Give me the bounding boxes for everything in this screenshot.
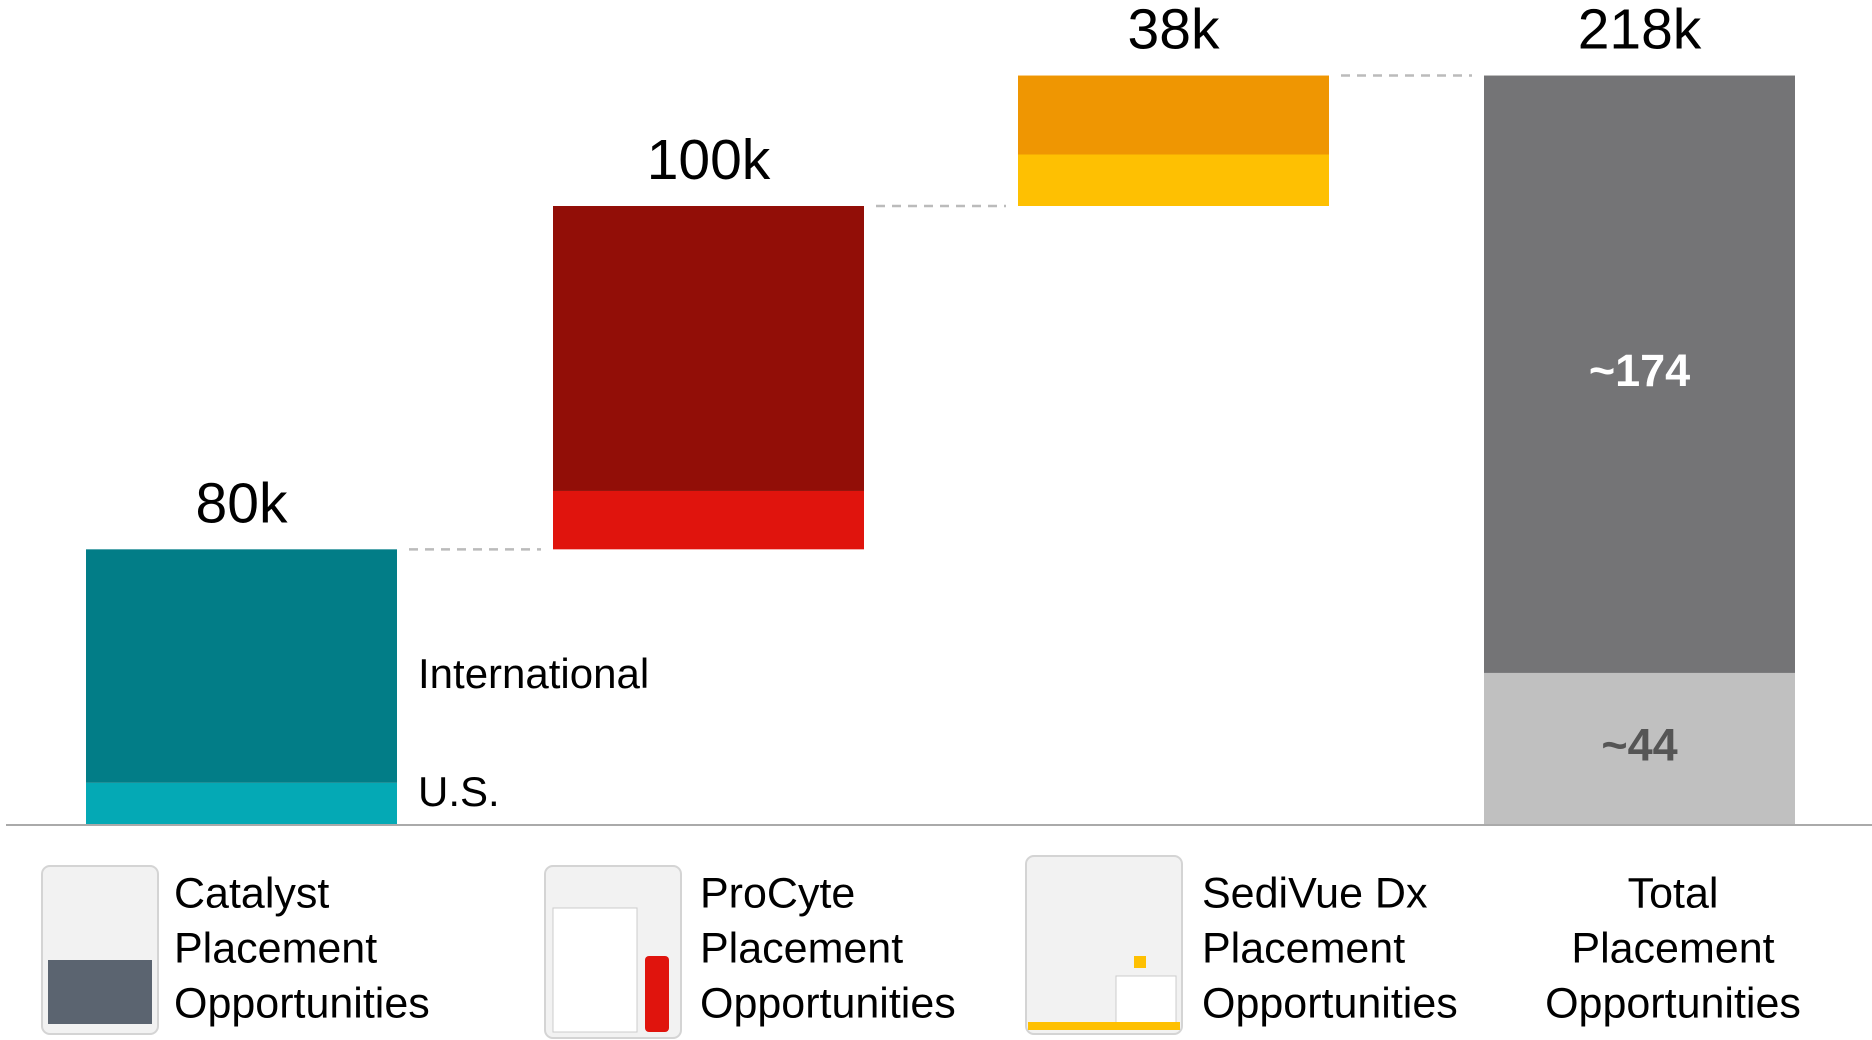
bar-segment [1484, 672, 1795, 824]
bar-segment [1484, 75, 1795, 673]
bar-segment [86, 549, 397, 783]
total-label: 80k [196, 471, 288, 535]
bar-segment [1018, 154, 1329, 206]
device-icon [552, 907, 638, 1033]
category-label: ProCyte [700, 869, 855, 917]
device-icon [1115, 975, 1177, 1027]
total-label: 218k [1578, 0, 1702, 62]
bar-segment [553, 490, 864, 550]
category-label: Opportunities [1545, 979, 1801, 1027]
device-icon [645, 956, 669, 1032]
legend-label: U.S. [418, 768, 500, 815]
bar-segment [553, 206, 864, 491]
data-label: ~44 [1601, 719, 1677, 770]
category-label: Placement [1571, 924, 1774, 972]
category-label: Opportunities [174, 979, 430, 1027]
category-label: Opportunities [1202, 979, 1458, 1027]
device-icon [1134, 956, 1146, 968]
device-icon [1028, 1022, 1180, 1030]
category-label: SediVue Dx [1202, 869, 1428, 917]
category-label: Opportunities [700, 979, 956, 1027]
total-label: 100k [647, 128, 771, 192]
category-label: Catalyst [174, 869, 329, 917]
bar-segment [1018, 75, 1329, 155]
bar-segment [86, 782, 397, 824]
category-label: Total [1628, 869, 1719, 917]
category-label: Placement [700, 924, 903, 972]
category-label: Placement [1202, 924, 1405, 972]
device-icon [48, 960, 152, 1024]
data-label: ~174 [1589, 345, 1690, 396]
total-label: 38k [1128, 0, 1220, 62]
legend-label: International [418, 650, 649, 697]
category-label: Placement [174, 924, 377, 972]
